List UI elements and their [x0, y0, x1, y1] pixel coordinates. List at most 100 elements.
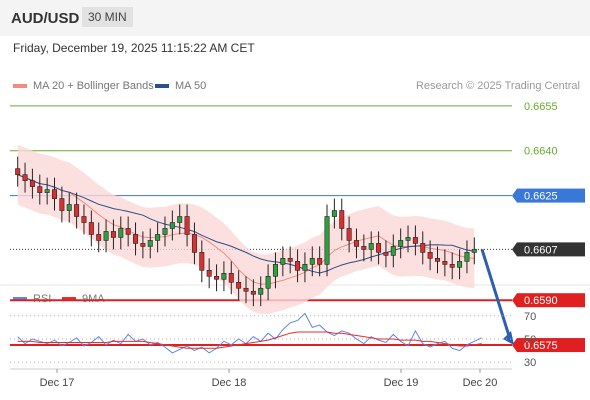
- candle-body: [15, 168, 21, 175]
- level-tag-3: [517, 242, 585, 257]
- candle-body: [103, 231, 109, 241]
- x-tick-label: Dec 18: [212, 377, 247, 389]
- ma50-line: [17, 174, 475, 274]
- rsi-line: [17, 312, 482, 354]
- candle-body: [449, 264, 455, 268]
- candle-body: [376, 243, 382, 253]
- level-tag-arrow-4: [512, 293, 517, 308]
- candle-body: [66, 204, 72, 211]
- candle-body: [155, 234, 161, 241]
- rsi-9ma-line: [17, 331, 482, 349]
- chart-datetime: Friday, December 19, 2025 11:15:22 AM CE…: [13, 41, 255, 55]
- candle-body: [471, 249, 477, 253]
- candle-body: [206, 270, 212, 277]
- ma9-label: 9MA: [82, 293, 105, 305]
- candle-body: [125, 228, 131, 235]
- rsi-tick-1: 50: [524, 334, 536, 346]
- candle-body: [258, 287, 264, 295]
- candle-body: [339, 210, 345, 229]
- candle-body: [324, 216, 330, 265]
- candle-body: [44, 189, 50, 193]
- ma20-label: MA 20 + Bollinger Bands: [33, 80, 154, 92]
- ma50-swatch: [155, 84, 169, 88]
- rsi-tick-2: 30: [524, 357, 536, 369]
- rsi-label: RSI: [33, 293, 52, 305]
- candle-body: [302, 264, 308, 271]
- candle-body: [52, 189, 58, 199]
- candle-body: [214, 275, 220, 280]
- research-credit: Research © 2025 Trading Central: [415, 80, 580, 92]
- candle-body: [199, 252, 205, 271]
- legend-rsi: RSI: [13, 293, 51, 305]
- candle-body: [177, 216, 183, 223]
- symbol-title: AUD/USD: [11, 10, 80, 27]
- candle-body: [184, 216, 190, 235]
- x-tick-label: Dec 19: [384, 377, 419, 389]
- candle-body: [74, 204, 80, 217]
- candle-body: [133, 234, 139, 244]
- candle-body: [147, 240, 153, 247]
- candle-body: [118, 228, 124, 238]
- candle-body: [398, 240, 404, 247]
- level-label-1: 0.6640: [524, 146, 558, 158]
- candle-body: [140, 243, 146, 247]
- candle-body: [309, 258, 315, 265]
- candle-body: [368, 243, 374, 250]
- level-label-5: 0.6575: [524, 340, 558, 352]
- projection-arrowhead: [503, 331, 514, 346]
- rsi-swatch: [13, 297, 27, 301]
- candle-body: [243, 287, 249, 292]
- candle-body: [169, 222, 175, 229]
- candle-body: [383, 252, 389, 256]
- candle-body: [29, 180, 35, 187]
- candle-body: [434, 258, 440, 262]
- candle-body: [59, 198, 65, 211]
- legend-ma20: MA 20 + Bollinger Bands: [13, 80, 154, 92]
- ma20-swatch: [13, 84, 27, 88]
- level-label-3: 0.6607: [524, 244, 558, 256]
- level-label-4: 0.6590: [524, 295, 558, 307]
- rsi-tick-0: 70: [524, 311, 536, 323]
- projection-arrow-shaft: [480, 248, 512, 340]
- x-tick-label: Dec 20: [463, 377, 498, 389]
- level-label-2: 0.6625: [524, 191, 558, 203]
- level-tag-arrow-5: [512, 338, 517, 353]
- level-tag-5: [517, 338, 585, 353]
- candle-body: [110, 231, 116, 238]
- candle-body: [88, 222, 94, 235]
- candle-body: [250, 290, 256, 295]
- chart-header: AUD/USD 30 MIN: [0, 0, 590, 36]
- candle-body: [427, 252, 433, 259]
- ma9-swatch: [62, 297, 76, 301]
- candle-body: [457, 261, 463, 268]
- level-tag-4: [517, 293, 585, 308]
- level-tag-arrow-3: [512, 242, 517, 257]
- candle-body: [272, 264, 278, 277]
- candle-body: [280, 258, 286, 265]
- candle-body: [228, 273, 234, 283]
- candle-body: [331, 210, 337, 217]
- candle-body: [287, 258, 293, 262]
- x-tick-label: Dec 17: [40, 377, 75, 389]
- candle-body: [22, 174, 28, 181]
- level-tag-arrow-2: [512, 188, 517, 203]
- ma50-label: MA 50: [175, 80, 207, 92]
- timeframe-badge[interactable]: 30 MIN: [82, 7, 133, 27]
- candle-body: [236, 281, 242, 289]
- candle-body: [96, 234, 102, 241]
- candle-body: [81, 216, 87, 223]
- candle-body: [37, 186, 43, 193]
- candle-body: [442, 261, 448, 265]
- candle-body: [353, 240, 359, 247]
- level-label-0: 0.6655: [524, 101, 558, 113]
- legend-9ma: 9MA: [62, 293, 105, 305]
- candle-body: [221, 273, 227, 280]
- candle-body: [191, 234, 197, 253]
- candle-body: [412, 237, 418, 244]
- candle-body: [464, 252, 470, 262]
- candle-body: [390, 246, 396, 256]
- candle-body: [361, 246, 367, 250]
- candle-body: [265, 275, 271, 289]
- candle-body: [162, 228, 168, 235]
